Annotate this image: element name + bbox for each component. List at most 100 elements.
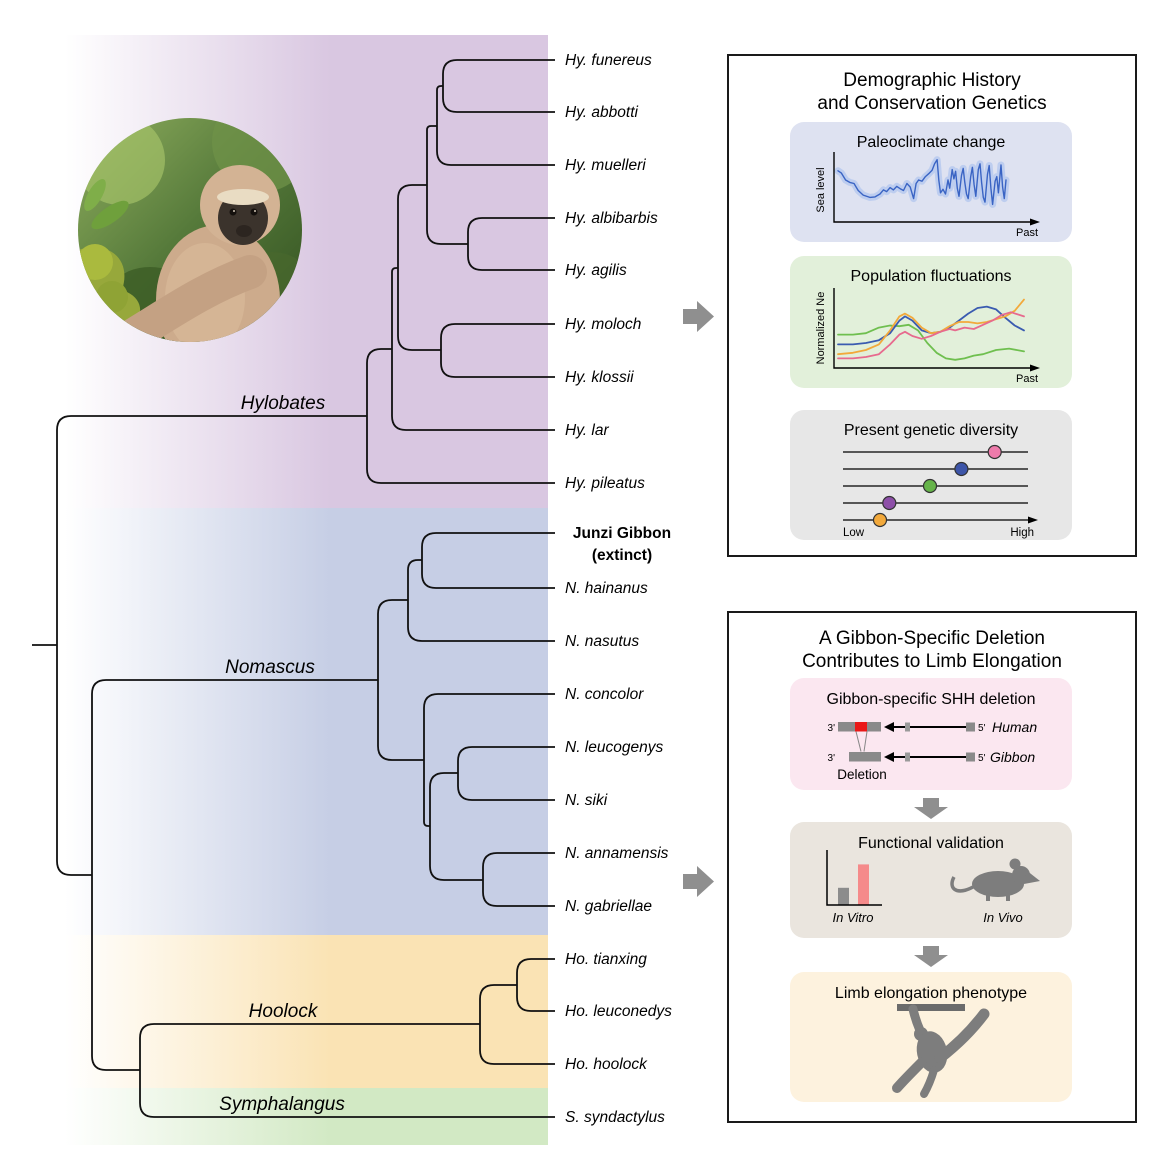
diversity-low-label: Low xyxy=(843,527,865,539)
tip-label: Hy. funereus xyxy=(565,52,652,69)
population-x-arrowhead xyxy=(1030,364,1040,372)
diversity-dot xyxy=(987,444,1002,460)
gibbon-left-arrowhead xyxy=(884,752,894,762)
node-plus-concolor xyxy=(423,693,555,827)
gibbon-5prime-box xyxy=(966,752,975,762)
deletion-panel-title-line1: A Gibbon-Specific Deletion xyxy=(819,628,1045,649)
tip-label-junzi-extinct-note: (extinct) xyxy=(592,547,652,564)
gibbon-gene-bar xyxy=(849,752,881,762)
human-5prime-box xyxy=(966,722,975,732)
population-curves xyxy=(837,298,1025,361)
human-3prime-label: 3' xyxy=(828,723,836,734)
tip-label: Hy. muelleri xyxy=(565,157,646,174)
tip-label-junzi-extinct: Junzi Gibbon xyxy=(573,525,671,542)
population-title: Population fluctuations xyxy=(851,268,1012,285)
deletion-panel-title-line2: Contributes to Limb Elongation xyxy=(802,651,1062,672)
diversity-card xyxy=(790,410,1072,540)
tip-label: Hy. klossii xyxy=(565,369,634,386)
phenotype-title: Limb elongation phenotype xyxy=(835,985,1027,1002)
deletion-label: Deletion xyxy=(837,767,887,782)
paleoclimate-x-arrowhead xyxy=(1030,218,1040,226)
human-5prime-label: 5' xyxy=(978,723,986,734)
tip-label: Hy. moloch xyxy=(565,316,641,333)
phylogenetic-tree xyxy=(32,59,555,1118)
tree-root-split xyxy=(56,415,367,876)
node-plus-hoolock xyxy=(479,984,555,1065)
down-arrow-icon xyxy=(914,798,948,819)
diversity-dot xyxy=(872,512,888,528)
paleoclimate-card xyxy=(790,122,1072,242)
tip-label: N. nasutus xyxy=(565,633,639,650)
population-axes xyxy=(833,288,1030,369)
genus-label-hoolock: Hoolock xyxy=(249,1001,319,1022)
in-vitro-bar xyxy=(858,864,869,905)
demography-panel-title-line1: Demographic History xyxy=(843,70,1021,91)
node-annamensis-gabriellae xyxy=(482,852,555,907)
human-deleted-segment xyxy=(855,722,867,732)
demography-panel: Demographic History and Conservation Gen… xyxy=(727,54,1137,557)
paleoclimate-subpanel: Paleoclimate change Sea level Past xyxy=(790,122,1072,242)
paleoclimate-title: Paleoclimate change xyxy=(857,134,1006,151)
genus-band-nomascus xyxy=(65,508,548,935)
diversity-dot xyxy=(922,478,938,494)
shh-deletion-subpanel: Gibbon-specific SHH deletion 3' 5' Human… xyxy=(790,678,1072,790)
tip-label: N. hainanus xyxy=(565,580,648,597)
validation-title: Functional validation xyxy=(858,835,1004,852)
tip-label: Hy. lar xyxy=(565,422,609,439)
tip-label: Ho. hoolock xyxy=(565,1056,648,1073)
sea-level-curve xyxy=(834,156,1010,208)
shh-title: Gibbon-specific SHH deletion xyxy=(827,691,1036,708)
paleoclimate-axes xyxy=(833,152,1030,223)
tip-label: S. syndactylus xyxy=(565,1109,665,1126)
population-card xyxy=(790,256,1072,388)
down-arrow-icon xyxy=(914,946,948,967)
gibbon-silhouette-icon xyxy=(892,1004,990,1098)
tip-labels: Hy. funereus Hy. abbotti Hy. muelleri Hy… xyxy=(565,52,672,1126)
tip-label: Hy. pileatus xyxy=(565,475,645,492)
diversity-dots xyxy=(872,444,1002,528)
node-tianxing-leuconedys xyxy=(516,958,555,1012)
in-vivo-label: In Vivo xyxy=(983,910,1023,925)
diversity-subpanel: Present genetic diversity Low High xyxy=(790,410,1072,540)
deletion-connector-right xyxy=(863,731,868,752)
node-hylobates-upper xyxy=(426,125,468,245)
tip-label: N. leucogenys xyxy=(565,739,663,756)
tip-label: N. siki xyxy=(565,792,608,809)
genus-label-hylobates: Hylobates xyxy=(241,393,326,414)
shh-card xyxy=(790,678,1072,790)
tip-label: Hy. agilis xyxy=(565,262,627,279)
tip-label: N. annamensis xyxy=(565,845,669,862)
node-leucogenys-siki xyxy=(457,746,555,801)
node-plus-nasutus xyxy=(407,559,555,642)
in-vitro-bars xyxy=(838,864,869,905)
in-vitro-bar xyxy=(838,887,849,905)
diversity-dot xyxy=(954,461,969,477)
gibbon-line-tick xyxy=(905,752,910,762)
right-arrow-icon xyxy=(683,866,714,897)
gibbon-label: Gibbon xyxy=(990,749,1035,765)
validation-subpanel: Functional validation In Vitro In Vivo xyxy=(790,822,1072,938)
diversity-high-label: High xyxy=(1010,527,1034,539)
population-ylabel: Normalized Ne xyxy=(815,292,827,365)
in-vitro-axes xyxy=(826,850,882,906)
tip-label: N. gabriellae xyxy=(565,898,652,915)
deletion-connector-left xyxy=(855,731,862,752)
gibbon-3prime-label: 3' xyxy=(828,753,836,764)
deletion-panel-border xyxy=(727,611,1137,1123)
demography-panel-border xyxy=(727,54,1137,557)
validation-card xyxy=(790,822,1072,938)
tip-label: N. concolor xyxy=(565,686,644,703)
gibbon-5prime-label: 5' xyxy=(978,753,986,764)
human-label: Human xyxy=(992,719,1037,735)
tip-label: Hy. abbotti xyxy=(565,104,639,121)
in-vitro-label: In Vitro xyxy=(833,910,874,925)
node-plus-pileatus xyxy=(366,348,555,484)
deletion-panel: A Gibbon-Specific Deletion Contributes t… xyxy=(727,611,1137,1123)
node-hoolock-symphalangus xyxy=(139,1023,555,1118)
node-nomascus-lower xyxy=(429,772,483,881)
tip-label: Hy. albibarbis xyxy=(565,210,658,227)
node-nomascus-root xyxy=(377,599,424,761)
node-plus-lar xyxy=(391,267,555,431)
